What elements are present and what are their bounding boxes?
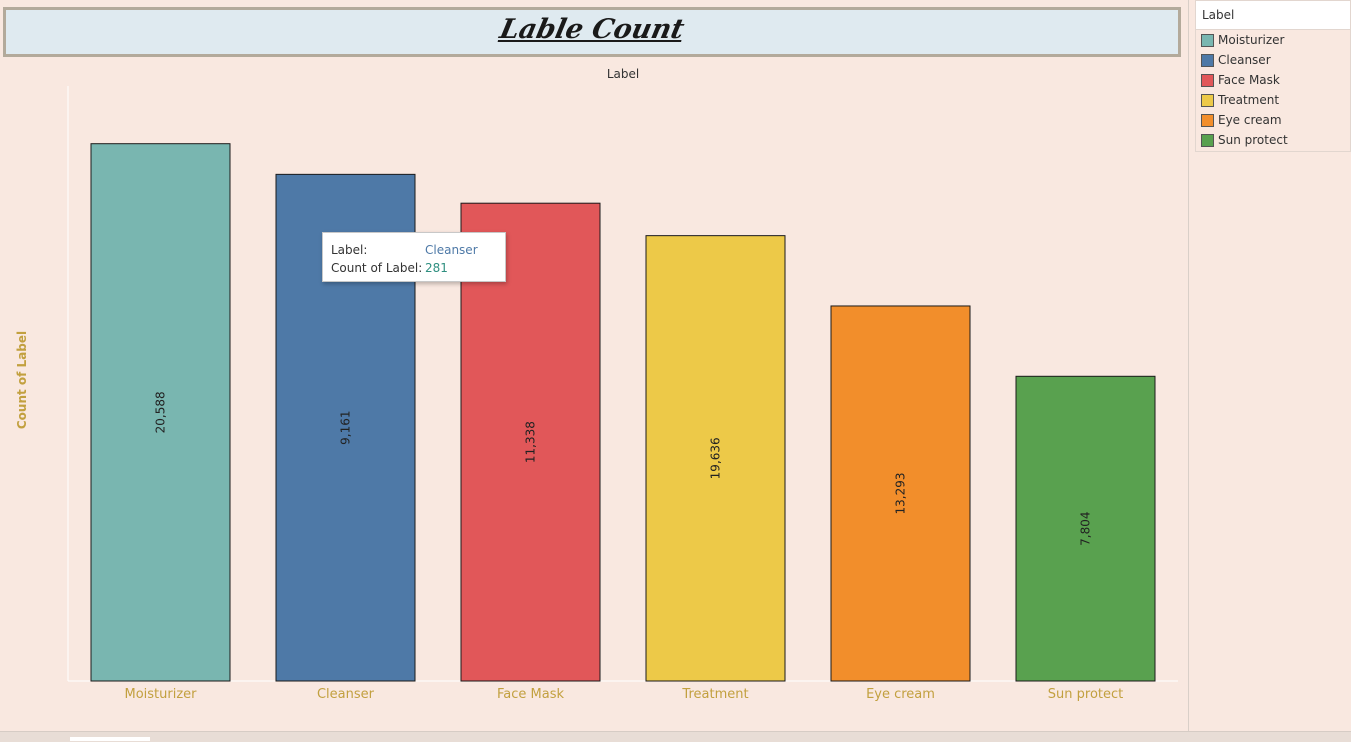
legend-swatch — [1201, 114, 1214, 127]
legend-item-face-mask[interactable]: Face Mask — [1196, 70, 1350, 90]
legend-swatch — [1201, 54, 1214, 67]
bar[interactable] — [90, 143, 231, 682]
x-tick-label: Sun protect — [1048, 687, 1123, 702]
x-tick-label: Face Mask — [497, 687, 564, 702]
dashboard: Lable Count Label Count of Label 20,588 M… — [3, 7, 1181, 702]
bar[interactable] — [645, 235, 786, 682]
bar[interactable] — [830, 305, 971, 682]
bar-value-label: 20,588 — [154, 391, 168, 433]
sheet-tab-bar — [0, 731, 1351, 742]
bar-chart: 20,588 Moisturizer 9,161 Cleanser 11,338 Face… — [67, 86, 1178, 702]
bar-tooltip: Label: Cleanser Count of Label: 281 — [322, 232, 506, 282]
legend-item-label: Sun protect — [1218, 133, 1288, 147]
legend-swatch — [1201, 134, 1214, 147]
legend-swatch — [1201, 34, 1214, 47]
legend-item-cleanser[interactable]: Cleanser — [1196, 50, 1350, 70]
panel-divider — [1188, 0, 1189, 731]
legend-item-label: Cleanser — [1218, 53, 1271, 67]
legend-title: Label — [1196, 1, 1350, 30]
sheet-tab-active[interactable] — [70, 737, 150, 741]
bar-value-label: 13,293 — [894, 472, 908, 514]
bar[interactable] — [460, 202, 601, 682]
legend-item-treatment[interactable]: Treatment — [1196, 90, 1350, 110]
x-tick-label: Moisturizer — [124, 687, 197, 702]
bar[interactable] — [1015, 375, 1156, 682]
bar-value-label: 7,804 — [1079, 511, 1093, 545]
tooltip-count-key: Count of Label: — [331, 261, 423, 275]
tooltip-row-label: Label: Cleanser — [331, 241, 497, 259]
x-tick-label: Treatment — [681, 687, 748, 702]
bar-value-label: 19,636 — [709, 437, 723, 479]
legend-item-label: Treatment — [1218, 93, 1280, 107]
x-tick-label: Cleanser — [317, 687, 375, 702]
column-header-label: Label — [606, 67, 640, 81]
tooltip-label-key: Label: — [331, 243, 368, 257]
legend-swatch — [1201, 94, 1214, 107]
x-tick-label: Eye cream — [866, 687, 935, 702]
tooltip-count-value: 281 — [425, 261, 448, 275]
legend-swatch — [1201, 74, 1214, 87]
legend-item-moisturizer[interactable]: Moisturizer — [1196, 30, 1350, 50]
legend-item-eye-cream[interactable]: Eye cream — [1196, 110, 1350, 130]
legend-item-label: Face Mask — [1218, 73, 1280, 87]
legend-item-label: Eye cream — [1218, 113, 1282, 127]
bar-value-label: 9,161 — [339, 410, 353, 444]
legend-item-sun-protect[interactable]: Sun protect — [1196, 130, 1350, 150]
bar-value-label: 11,338 — [524, 421, 538, 463]
color-legend[interactable]: Label Moisturizer Cleanser Face Mask Tre… — [1195, 0, 1351, 152]
title-banner: Lable Count — [3, 7, 1181, 57]
tooltip-label-value: Cleanser — [425, 243, 478, 257]
tooltip-row-count: Count of Label: 281 — [331, 259, 497, 277]
legend-item-label: Moisturizer — [1218, 33, 1285, 47]
